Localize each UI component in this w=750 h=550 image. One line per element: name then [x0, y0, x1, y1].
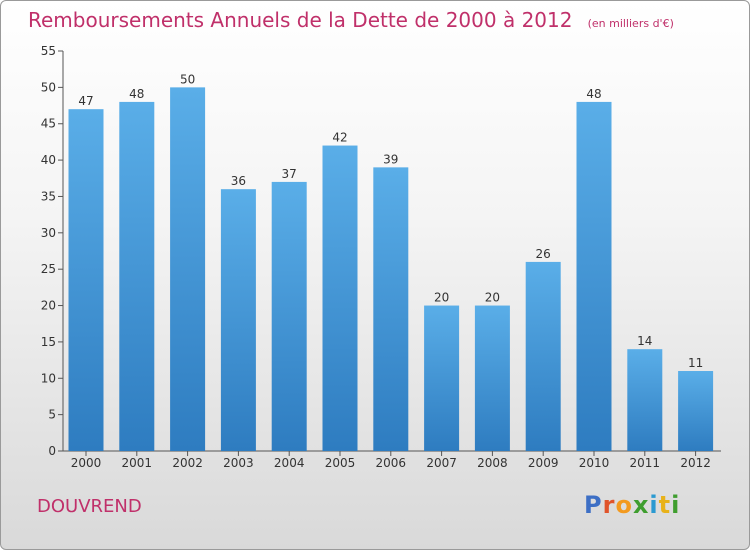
x-tick-label: 2010	[579, 456, 610, 470]
y-tick-label: 15	[41, 335, 56, 349]
logo-letter: r	[602, 491, 616, 519]
place-name: DOUVREND	[37, 496, 142, 517]
bar	[170, 87, 206, 451]
title-block: Remboursements Annuels de la Dette de 20…	[28, 8, 674, 32]
bar	[424, 305, 460, 451]
chart-subtitle: (en milliers d'€)	[587, 17, 674, 30]
data-label: 50	[180, 72, 195, 86]
data-label: 39	[383, 152, 398, 166]
x-tick-label: 2002	[172, 456, 203, 470]
y-tick-label: 40	[41, 153, 56, 167]
x-tick-label: 2001	[122, 456, 153, 470]
logo-letter: P	[584, 491, 603, 519]
y-tick-label: 35	[41, 189, 56, 203]
logo-letter: i	[671, 491, 681, 519]
data-label: 20	[485, 291, 500, 305]
logo-letter: o	[615, 491, 633, 519]
x-tick-label: 2005	[325, 456, 356, 470]
y-tick-label: 0	[48, 444, 56, 458]
proxiti-logo: Proxiti	[584, 491, 680, 519]
bar	[627, 349, 663, 451]
bars	[68, 87, 714, 451]
y-tick-label: 50	[41, 80, 56, 94]
x-tick-label: 2007	[426, 456, 457, 470]
data-label: 20	[434, 291, 449, 305]
x-tick-label: 2009	[528, 456, 559, 470]
data-label: 42	[332, 131, 347, 145]
y-tick-label: 5	[48, 408, 56, 422]
x-tick-label: 2003	[223, 456, 254, 470]
bar	[322, 145, 358, 451]
bar	[474, 305, 510, 451]
logo-letter: x	[632, 491, 650, 519]
data-label: 11	[688, 356, 703, 370]
data-label: 14	[637, 334, 652, 348]
y-tick-label: 45	[41, 117, 56, 131]
axes: 0 5 10 15 20 25 30 35 40 45 50 55 2000 2001 2002 2003 20…	[41, 44, 721, 470]
y-tick-label: 10	[41, 371, 56, 385]
bar	[576, 101, 612, 451]
data-label: 48	[129, 87, 144, 101]
bar	[119, 101, 155, 451]
x-tick-label: 2012	[680, 456, 711, 470]
data-labels: 47 48 50 36 37 42 39 20 20 26 48 14 11	[78, 72, 703, 370]
x-tick-label: 2000	[71, 456, 102, 470]
y-tick-label: 20	[41, 299, 56, 313]
logo-letter: i	[649, 491, 659, 519]
data-label: 48	[586, 87, 601, 101]
bar	[373, 167, 409, 451]
y-tick-label: 55	[41, 44, 56, 58]
data-label: 26	[536, 247, 551, 261]
bar	[220, 189, 256, 451]
data-label: 47	[78, 94, 93, 108]
y-tick-label: 25	[41, 262, 56, 276]
data-label: 36	[231, 174, 246, 188]
bar	[271, 181, 307, 451]
x-tick-label: 2011	[630, 456, 661, 470]
bar	[68, 109, 104, 451]
data-label: 37	[282, 167, 297, 181]
chart-title: Remboursements Annuels de la Dette de 20…	[28, 8, 573, 32]
x-tick-label: 2006	[376, 456, 407, 470]
bar	[678, 371, 714, 451]
x-tick-label: 2008	[477, 456, 508, 470]
logo-letter: t	[658, 491, 672, 519]
bar	[525, 261, 561, 451]
x-tick-label: 2004	[274, 456, 305, 470]
y-tick-label: 30	[41, 226, 56, 240]
